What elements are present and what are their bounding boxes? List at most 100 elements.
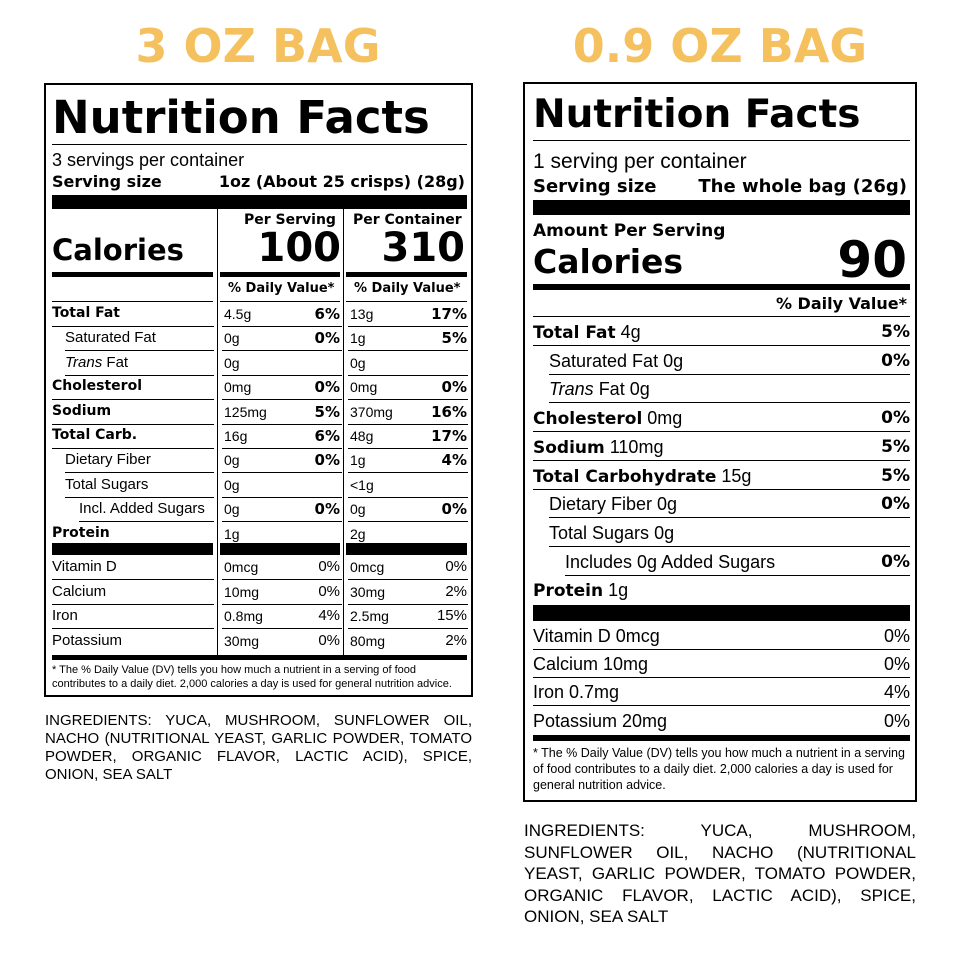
vitamin-name: Potassium 20mg xyxy=(533,710,668,731)
row-divider xyxy=(348,374,468,376)
servings-per-container: 1 serving per container xyxy=(533,150,747,173)
row-divider xyxy=(533,431,910,433)
nutrient-label: Sodium xyxy=(533,437,605,458)
row-divider xyxy=(565,574,910,576)
row-divider xyxy=(533,677,910,679)
divider xyxy=(220,301,340,302)
nutrient-amount: 0g xyxy=(657,494,678,515)
pc-dv: 2% xyxy=(445,631,467,649)
pc-amt: 13g xyxy=(350,306,374,322)
nutrient-amount: 0g xyxy=(629,379,650,400)
vitamin-name: Calcium xyxy=(52,582,107,600)
pc-amt: 0g xyxy=(350,501,366,518)
row-divider xyxy=(65,350,214,352)
pc-dv: 16% xyxy=(431,402,467,421)
thick-divider xyxy=(346,543,467,555)
row-divider xyxy=(348,521,468,523)
ps-dv: 5% xyxy=(314,402,340,421)
nutrient-row: Total Sugars 0g xyxy=(533,519,910,547)
nutrient-label: Total Fat xyxy=(533,323,616,343)
row-divider xyxy=(348,628,468,629)
row-divider xyxy=(549,517,910,519)
daily-value-footnote: * The % Daily Value (DV) tells you how m… xyxy=(533,746,905,792)
row-divider xyxy=(533,649,910,650)
nutrient-label: Includes 0g Added Sugars xyxy=(565,551,776,572)
thick-divider xyxy=(346,272,467,277)
calories-per-serving: 100 xyxy=(257,225,342,271)
nutrient-name: Total Sugars xyxy=(65,475,149,493)
row-divider xyxy=(348,448,468,449)
row-divider xyxy=(348,603,468,605)
row-divider xyxy=(222,423,342,425)
pc-amt: 0mcg xyxy=(350,559,385,575)
daily-value: 5% xyxy=(881,322,910,342)
column-separator xyxy=(217,209,218,655)
nutrient-row: Cholesterol 0mg 0% xyxy=(533,404,910,433)
nutrient-amount: 0g xyxy=(654,522,675,543)
nutrient-row: Includes 0g Added Sugars 0% xyxy=(533,548,910,576)
nutrient-name: Total Carb. xyxy=(52,427,138,443)
nutrient-label: Total Sugars xyxy=(549,522,650,543)
thick-divider xyxy=(533,735,910,741)
nutrient-name: Total Carbohydrate 15g xyxy=(533,466,751,487)
divider xyxy=(533,316,910,317)
row-divider xyxy=(222,628,342,629)
thick-divider xyxy=(52,272,213,277)
row-divider xyxy=(533,345,910,346)
pc-amt: 2.5mg xyxy=(350,608,389,624)
vitamin-row: Vitamin D 0mcg 0% xyxy=(533,622,910,650)
nutrient-row: Sodium 110mg 5% xyxy=(533,433,910,461)
thick-divider xyxy=(533,200,910,215)
ps-amt: 1g xyxy=(224,525,240,542)
thick-divider xyxy=(52,195,467,209)
row-divider xyxy=(52,448,214,449)
calories-value: 90 xyxy=(837,231,907,289)
nutrient-label: Saturated Fat xyxy=(549,350,659,371)
vitamin-row: Iron 0.8mg 4% 2.5mg 15% xyxy=(52,605,468,629)
vitamin-name: Vitamin D 0mcg xyxy=(533,626,660,646)
daily-value: 4% xyxy=(883,682,910,703)
nutrient-name: Incl. Added Sugars xyxy=(79,500,205,518)
row-divider xyxy=(52,628,214,629)
nutrient-row: Total Sugars 0g <1g xyxy=(52,474,468,498)
nutrient-name: Cholesterol 0mg xyxy=(533,408,682,429)
per-serving-header: Per Serving xyxy=(244,212,336,228)
nutrient-amount: 0mg xyxy=(647,408,683,429)
nutrient-label: Total Carbohydrate xyxy=(533,466,717,487)
ps-dv: 4% xyxy=(318,607,340,624)
daily-value: 0% xyxy=(881,551,910,572)
row-divider xyxy=(533,705,910,707)
nutrient-amount: 0g xyxy=(663,350,684,371)
row-divider xyxy=(533,488,910,490)
pc-dv: 2% xyxy=(445,582,467,600)
pc-amt: 1g xyxy=(350,452,366,469)
nutrient-row: Protein 1g xyxy=(533,576,910,604)
nutrient-label: Dietary Fiber xyxy=(549,494,653,515)
row-divider xyxy=(65,374,214,376)
ps-amt: 125mg xyxy=(224,403,267,420)
serving-size-value: The whole bag (26g) xyxy=(698,176,907,197)
row-divider xyxy=(348,423,468,425)
nutrient-name: Total Fat 4g xyxy=(533,322,641,343)
row-divider xyxy=(348,399,468,401)
ps-amt: 4.5g xyxy=(224,306,252,322)
row-divider xyxy=(348,579,468,580)
row-divider xyxy=(65,472,214,474)
pc-amt: 48g xyxy=(350,428,374,444)
row-divider xyxy=(222,603,342,605)
thick-divider xyxy=(52,655,467,660)
nutrient-name-italic: Trans xyxy=(65,353,103,371)
row-divider xyxy=(222,399,342,401)
nutrient-row: Sodium 125mg 5% 370mg 16% xyxy=(52,401,468,425)
vitamin-name: Vitamin D xyxy=(52,558,117,575)
ps-amt: 0g xyxy=(224,501,240,518)
row-divider xyxy=(222,350,342,352)
row-divider xyxy=(222,472,342,474)
ps-amt: 0g xyxy=(224,476,240,493)
nutrient-row: Cholesterol 0mg 0% 0mg 0% xyxy=(52,376,468,401)
vitamin-row: Potassium 30mg 0% 80mg 2% xyxy=(52,630,468,654)
row-divider xyxy=(549,545,910,547)
calories-label: Calories xyxy=(533,242,684,281)
daily-value: 0% xyxy=(881,408,910,429)
pc-amt: 0g xyxy=(350,354,366,371)
